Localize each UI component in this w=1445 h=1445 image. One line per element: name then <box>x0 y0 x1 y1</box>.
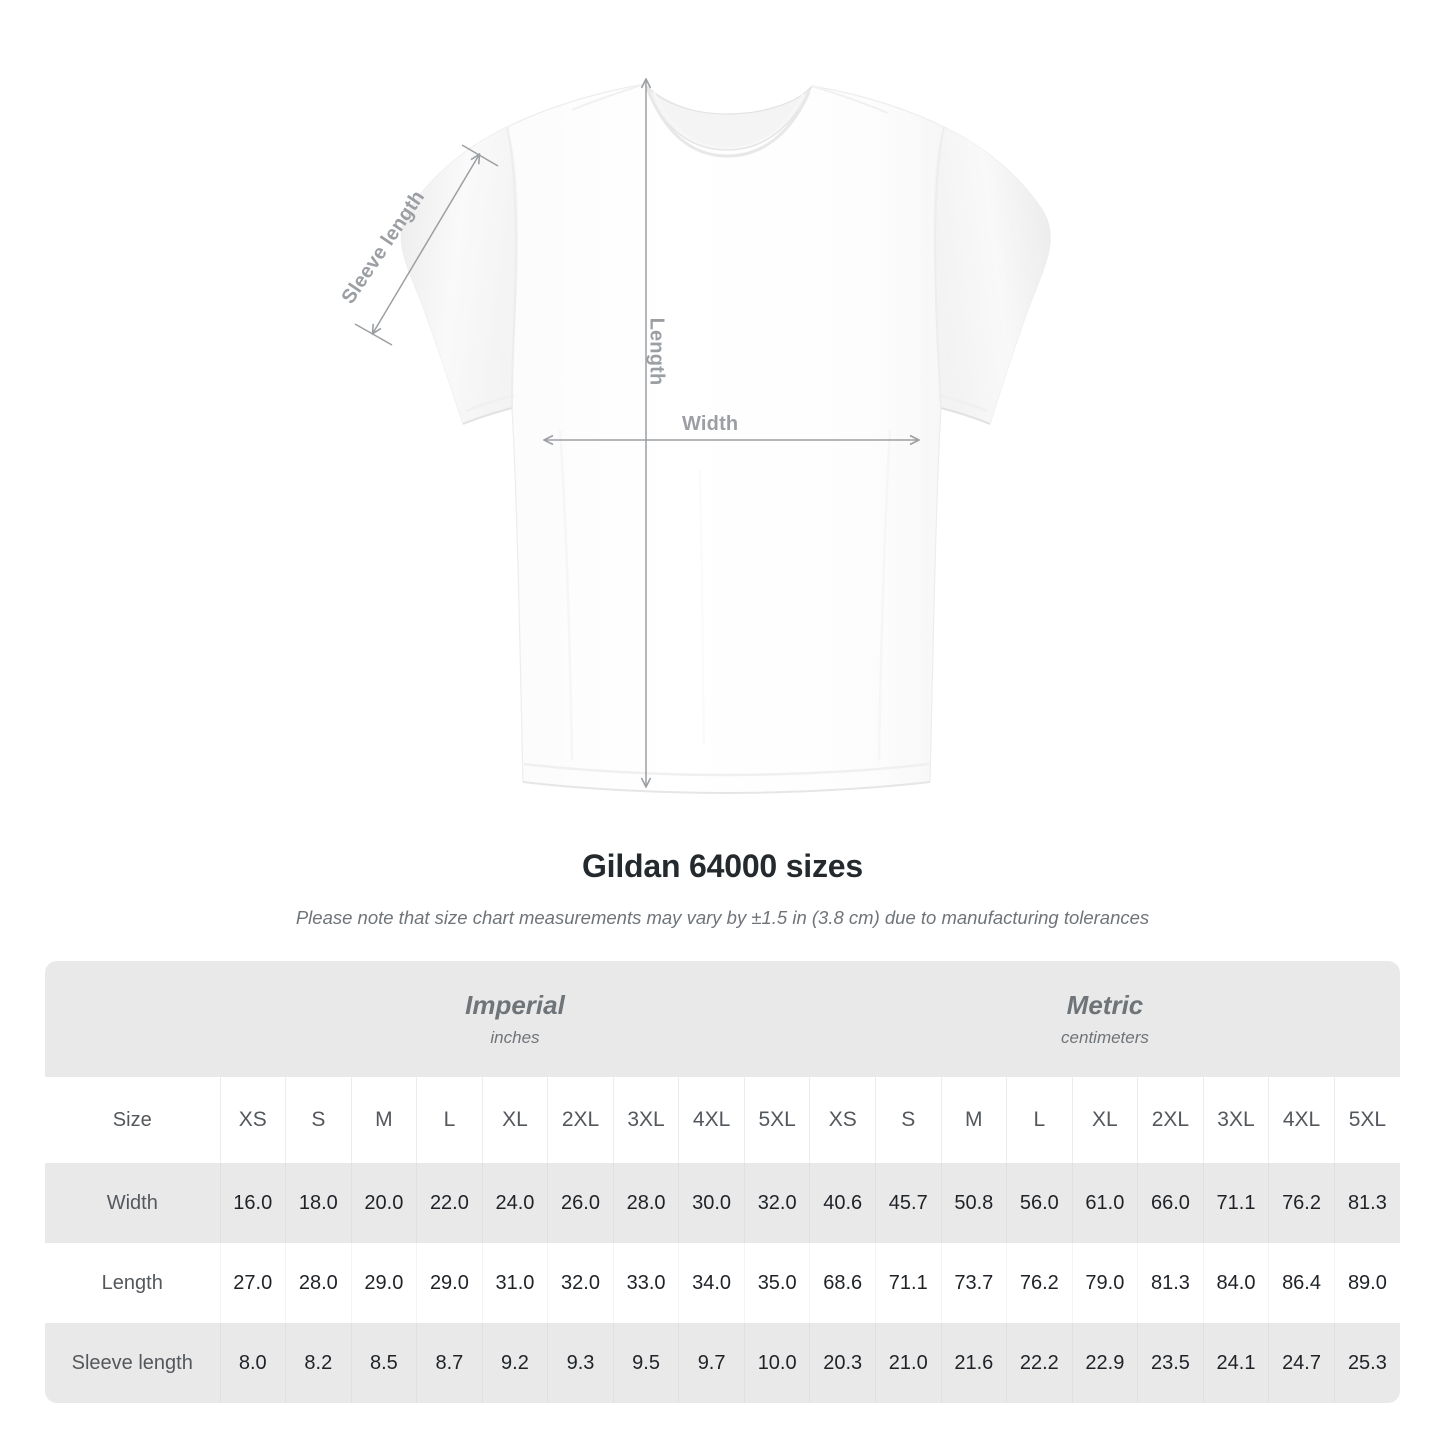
size-header-cell: XS <box>219 1077 286 1163</box>
cell: 9.2 <box>481 1323 548 1403</box>
sleeve-dimension-line <box>354 144 499 346</box>
size-header-row: Size XS S M L XL 2XL 3XL 4XL 5XL XS S M … <box>45 1077 1400 1163</box>
cell: 16.0 <box>219 1163 286 1243</box>
size-header-cell: 4XL <box>1268 1077 1335 1163</box>
table-row: Width 16.0 18.0 20.0 22.0 24.0 26.0 28.0… <box>45 1163 1400 1243</box>
unit-sub-imperial: inches <box>490 1027 540 1047</box>
cell: 50.8 <box>940 1163 1007 1243</box>
cell: 24.7 <box>1268 1323 1335 1403</box>
size-header-cell: 5XL <box>1333 1077 1400 1163</box>
cell: 8.0 <box>219 1323 286 1403</box>
cell: 20.3 <box>809 1323 876 1403</box>
cell: 29.0 <box>416 1243 483 1323</box>
tshirt-illustration <box>354 0 1051 795</box>
size-header-cell: 3XL <box>612 1077 679 1163</box>
row-label: Length <box>45 1243 220 1323</box>
unit-sub-metric: centimeters <box>1061 1027 1149 1047</box>
size-header-cell: XL <box>481 1077 548 1163</box>
tolerance-note: Please note that size chart measurements… <box>295 907 1150 928</box>
size-header-cell: M <box>350 1077 417 1163</box>
cell: 81.3 <box>1333 1163 1400 1243</box>
cell: 56.0 <box>1006 1163 1073 1243</box>
cell: 89.0 <box>1333 1243 1400 1323</box>
cell: 10.0 <box>743 1323 810 1403</box>
cell: 8.2 <box>285 1323 352 1403</box>
cell: 23.5 <box>1137 1323 1204 1403</box>
unit-banner-imperial: Imperial inches <box>220 961 810 1077</box>
cell: 32.0 <box>547 1243 614 1323</box>
cell: 8.7 <box>416 1323 483 1403</box>
length-label: Length <box>645 317 668 386</box>
cell: 45.7 <box>874 1163 942 1243</box>
size-corner-label: Size <box>45 1077 220 1163</box>
cell: 71.1 <box>1202 1163 1269 1243</box>
size-header-cell: 5XL <box>743 1077 810 1163</box>
size-header-cell: XL <box>1071 1077 1138 1163</box>
cell: 86.4 <box>1268 1243 1335 1323</box>
cell: 29.0 <box>350 1243 417 1323</box>
size-header-cell: 2XL <box>1137 1077 1204 1163</box>
cell: 76.2 <box>1268 1163 1335 1243</box>
size-header-cell: L <box>1006 1077 1073 1163</box>
table-row: Length 27.0 28.0 29.0 29.0 31.0 32.0 33.… <box>45 1243 1400 1323</box>
cell: 71.1 <box>874 1243 942 1323</box>
cell: 66.0 <box>1137 1163 1204 1243</box>
cell: 9.7 <box>678 1323 745 1403</box>
shirt-body-shape <box>400 83 1051 795</box>
cell: 22.0 <box>416 1163 483 1243</box>
size-header-cell: L <box>416 1077 483 1163</box>
cell: 30.0 <box>678 1163 745 1243</box>
cell: 18.0 <box>285 1163 352 1243</box>
unit-banner-row: Imperial inches Metric centimeters <box>45 961 1400 1077</box>
width-label: Width <box>682 413 739 435</box>
cell: 27.0 <box>219 1243 286 1323</box>
cell: 28.0 <box>285 1243 352 1323</box>
cell: 20.0 <box>350 1163 417 1243</box>
cell: 24.1 <box>1202 1323 1269 1403</box>
cell: 35.0 <box>743 1243 810 1323</box>
size-header-cell: S <box>874 1077 942 1163</box>
cell: 28.0 <box>612 1163 679 1243</box>
page-title: Gildan 64000 sizes <box>581 848 863 884</box>
unit-banner-spacer-left <box>45 961 220 1077</box>
cell: 79.0 <box>1071 1243 1138 1323</box>
size-header-cell: 2XL <box>547 1077 614 1163</box>
unit-name-metric: Metric <box>1066 990 1144 1021</box>
cell: 40.6 <box>809 1163 876 1243</box>
size-chart-table-wrap: Imperial inches Metric centimeters Size … <box>45 961 1400 1403</box>
size-header-cell: 3XL <box>1202 1077 1269 1163</box>
cell: 21.6 <box>940 1323 1007 1403</box>
row-label: Width <box>45 1163 220 1243</box>
row-label: Sleeve length <box>45 1323 220 1403</box>
cell: 76.2 <box>1006 1243 1073 1323</box>
unit-name-imperial: Imperial <box>465 990 565 1021</box>
cell: 21.0 <box>874 1323 942 1403</box>
unit-banner-metric: Metric centimeters <box>809 961 1400 1077</box>
size-header-cell: M <box>940 1077 1007 1163</box>
cell: 25.3 <box>1333 1323 1400 1403</box>
cell: 22.2 <box>1006 1323 1073 1403</box>
cell: 26.0 <box>547 1163 614 1243</box>
cell: 84.0 <box>1202 1243 1269 1323</box>
size-header-cell: S <box>285 1077 352 1163</box>
cell: 73.7 <box>940 1243 1007 1323</box>
cell: 68.6 <box>809 1243 876 1323</box>
cell: 24.0 <box>481 1163 548 1243</box>
cell: 9.3 <box>547 1323 614 1403</box>
cell: 31.0 <box>481 1243 548 1323</box>
cell: 8.5 <box>350 1323 417 1403</box>
table-row: Sleeve length 8.0 8.2 8.5 8.7 9.2 9.3 9.… <box>45 1323 1400 1403</box>
cell: 33.0 <box>612 1243 679 1323</box>
cell: 9.5 <box>612 1323 679 1403</box>
cell: 81.3 <box>1137 1243 1204 1323</box>
size-header-cell: 4XL <box>678 1077 745 1163</box>
chart-heading-block: Gildan 64000 sizes Please note that size… <box>0 848 1445 929</box>
cell: 32.0 <box>743 1163 810 1243</box>
cell: 61.0 <box>1071 1163 1138 1243</box>
size-chart-table: Imperial inches Metric centimeters Size … <box>45 961 1400 1403</box>
cell: 22.9 <box>1071 1323 1138 1403</box>
size-header-cell: XS <box>809 1077 876 1163</box>
tshirt-diagram: Sleeve length Length Width <box>337 0 1051 795</box>
cell: 34.0 <box>678 1243 745 1323</box>
